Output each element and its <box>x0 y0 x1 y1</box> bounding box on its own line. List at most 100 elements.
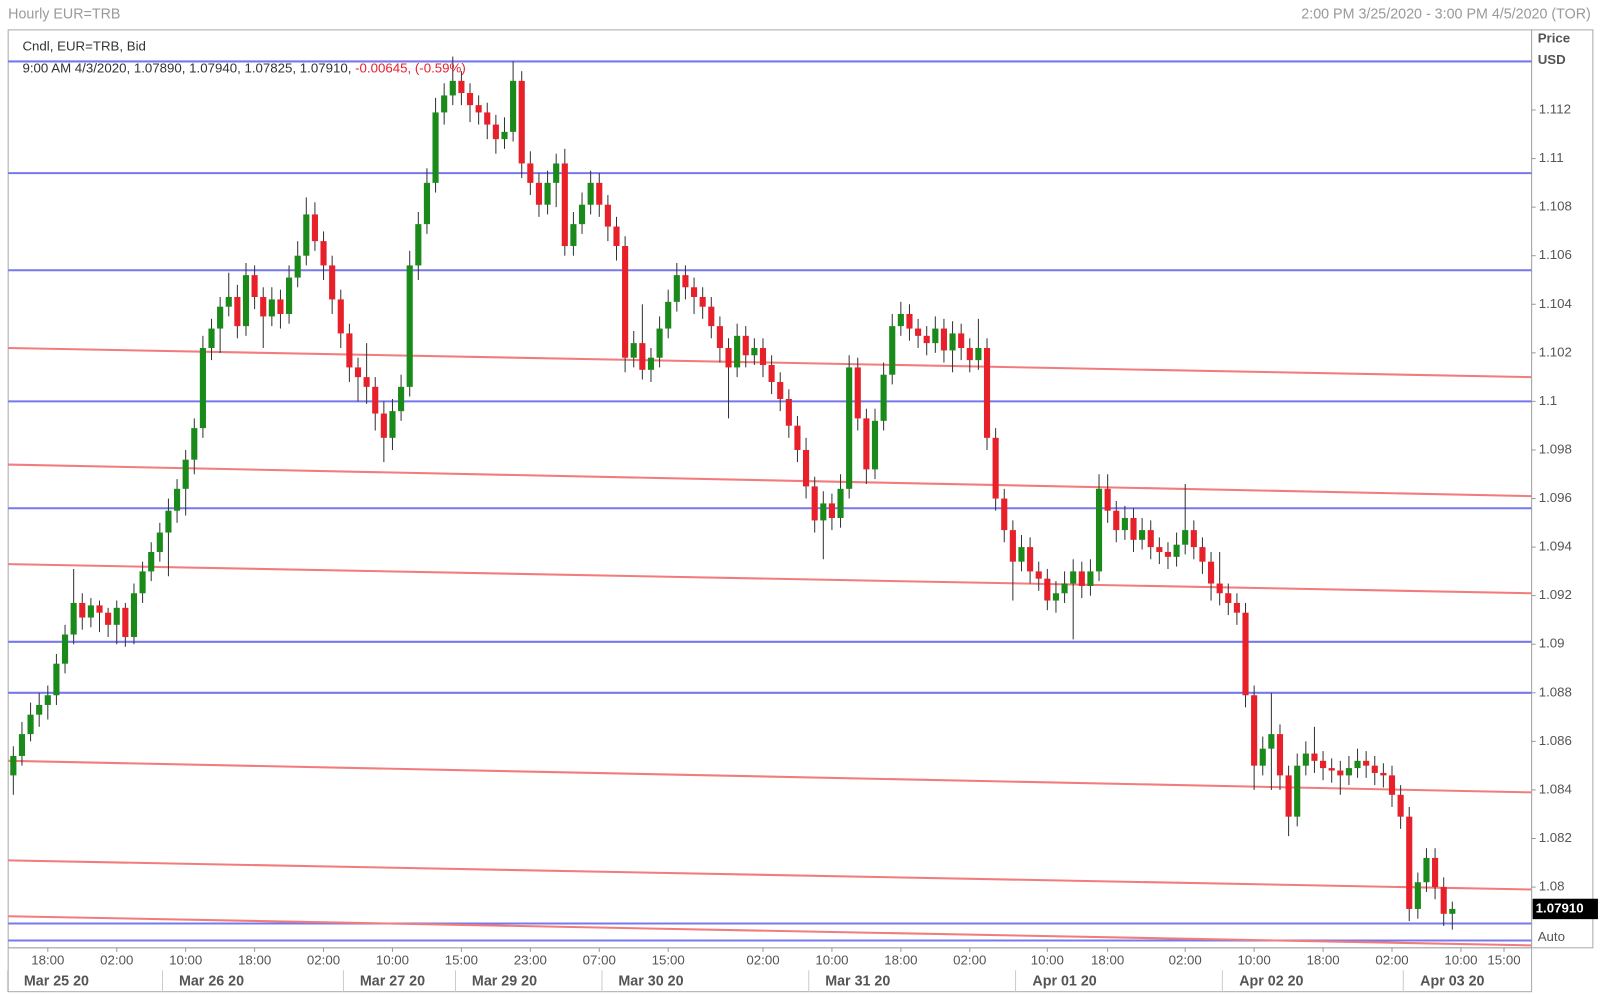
x-tick-label: 23:00 <box>514 953 547 968</box>
candle-body <box>182 459 189 489</box>
candle-body <box>785 398 792 426</box>
last-price-label: 1.07910 <box>1536 900 1584 915</box>
x-tick-label: 18:00 <box>1306 953 1339 968</box>
candle-body <box>423 182 430 225</box>
trend-line <box>8 759 1532 794</box>
candle-body <box>983 347 991 438</box>
scale-mode: Auto <box>1538 929 1565 944</box>
candle-body <box>363 377 370 387</box>
candle-body <box>303 214 310 256</box>
candle-body <box>846 367 853 489</box>
candle-body <box>1363 760 1370 766</box>
y-tick-label: 1.11 <box>1539 150 1564 165</box>
candle-body <box>389 411 396 438</box>
candle-body <box>604 204 611 227</box>
candle-body <box>1225 593 1232 603</box>
date-label: Apr 02 20 <box>1239 973 1303 989</box>
candle-body <box>975 347 982 361</box>
candle-body <box>725 347 732 368</box>
y-tick-label: 1.102 <box>1539 344 1572 359</box>
candle-body <box>759 347 767 365</box>
candle-body <box>354 367 362 378</box>
x-tick-label: 15:00 <box>652 953 685 968</box>
candle-body <box>320 241 327 266</box>
candle-body <box>1190 530 1197 548</box>
x-tick-label: 02:00 <box>100 953 133 968</box>
candle-body <box>53 663 60 696</box>
y-tick-label: 1.086 <box>1539 733 1572 748</box>
candle-body <box>156 532 163 552</box>
candle-body <box>1001 498 1008 531</box>
candle-body <box>329 265 336 300</box>
candle-body <box>484 112 491 125</box>
candle-body <box>79 602 86 618</box>
candle-body <box>1104 488 1111 511</box>
x-tick-label: 10:00 <box>169 953 202 968</box>
candle-body <box>1414 882 1421 909</box>
candle-body <box>294 255 301 278</box>
candle-body <box>1182 530 1189 545</box>
x-tick-label: 18:00 <box>1091 953 1124 968</box>
candle-body <box>1207 561 1215 584</box>
candle-body <box>1061 583 1068 594</box>
date-label: Mar 25 20 <box>24 973 89 989</box>
candle-body <box>880 374 887 421</box>
candle-body <box>1018 547 1025 562</box>
candle-body <box>173 488 181 511</box>
candle-body <box>105 612 112 625</box>
candle-body <box>1009 530 1016 562</box>
candle-body <box>1380 772 1387 776</box>
candle-body <box>949 333 956 351</box>
candle-body <box>1423 857 1430 883</box>
candle-body <box>122 607 129 637</box>
candle-body <box>1397 794 1404 817</box>
y-tick-label: 1.106 <box>1539 247 1572 262</box>
candle-body <box>915 328 922 336</box>
x-tick-label: 02:00 <box>307 953 340 968</box>
candle-body <box>656 328 663 358</box>
candle-body <box>1449 908 1456 914</box>
date-label: Mar 26 20 <box>179 973 244 989</box>
candle-body <box>1276 734 1284 776</box>
candle-body <box>811 486 818 521</box>
candle-body <box>36 704 43 715</box>
candle-body <box>148 551 155 572</box>
candle-body <box>458 80 465 94</box>
time-axis-frame <box>7 947 1533 993</box>
candle-body <box>578 204 586 225</box>
candle-body <box>1432 857 1439 888</box>
trend-line <box>8 346 1532 379</box>
date-label: Mar 27 20 <box>360 973 425 989</box>
candle-body <box>690 287 698 297</box>
x-tick-label: 10:00 <box>1238 953 1271 968</box>
info-line: 9:00 AM 4/3/2020, 1.07890, 1.07940, 1.07… <box>22 60 465 75</box>
candle-body <box>673 275 680 302</box>
candle-body <box>613 226 620 246</box>
candle-body <box>630 343 637 358</box>
candle-body <box>466 93 474 106</box>
candle-body <box>87 605 94 618</box>
y-tick-label: 1.092 <box>1539 587 1572 602</box>
candle-body <box>199 347 206 429</box>
y-tick-label: 1.08 <box>1539 879 1565 894</box>
candle-body <box>1242 612 1249 696</box>
y-tick-label: 1.094 <box>1539 539 1572 554</box>
x-tick-label: 02:00 <box>746 953 779 968</box>
candle-body <box>277 299 284 314</box>
candle-body <box>311 214 318 242</box>
candle-body <box>1311 753 1318 761</box>
trend-line <box>8 859 1532 891</box>
candle-body <box>1259 748 1266 766</box>
date-label: Mar 30 20 <box>618 973 683 989</box>
candle-body <box>1345 768 1352 776</box>
x-tick-label: 02:00 <box>1169 953 1202 968</box>
candle-body <box>940 328 947 351</box>
x-tick-label: 18:00 <box>884 953 917 968</box>
candle-body <box>380 413 387 438</box>
candle-body <box>1113 510 1120 531</box>
y-tick-label: 1.1 <box>1539 393 1557 408</box>
candle-body <box>1216 583 1223 594</box>
x-tick-label: 02:00 <box>1375 953 1408 968</box>
candle-body <box>1087 571 1094 586</box>
price-axis-frame <box>1531 29 1594 949</box>
